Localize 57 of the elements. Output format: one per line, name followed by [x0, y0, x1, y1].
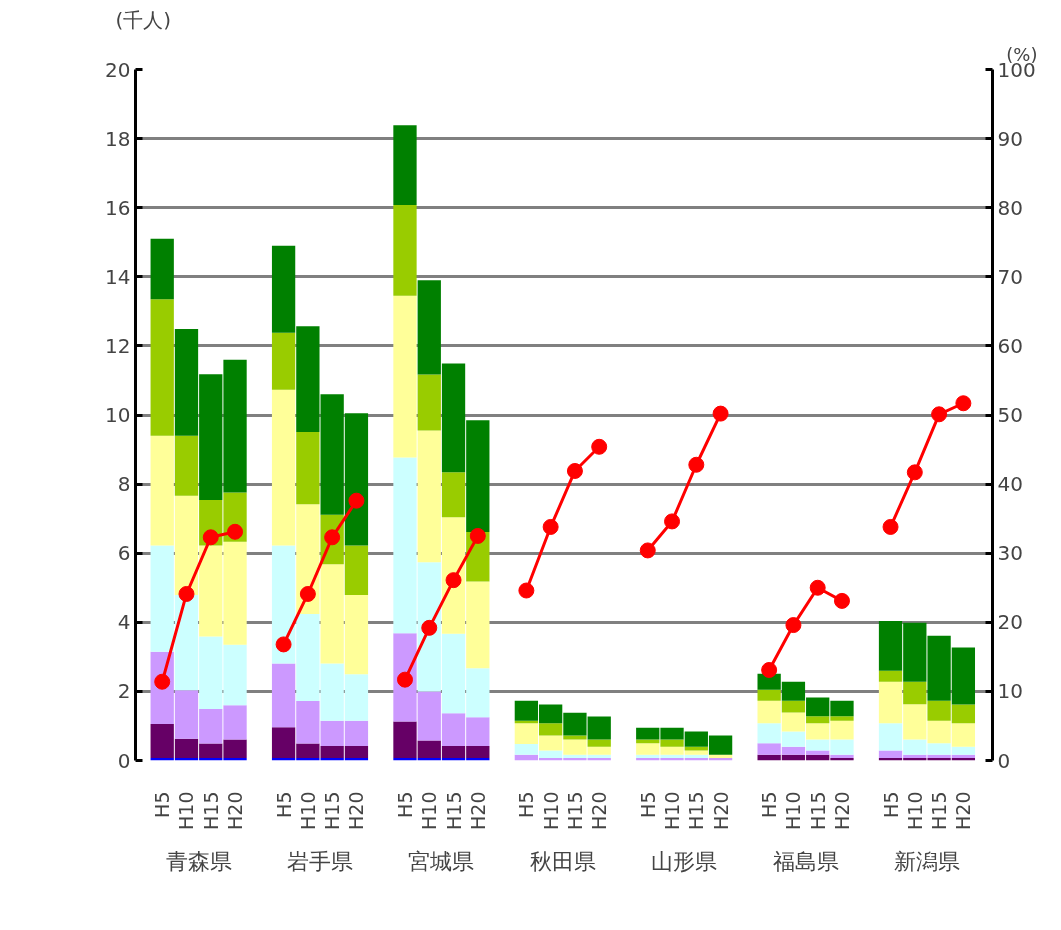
x-tick-label: H5 — [636, 791, 659, 818]
text: 山形県 — [651, 848, 718, 874]
y-tick-label: 10 — [105, 403, 131, 427]
x-tick-label: H15 — [806, 791, 829, 830]
x-tick-label: H20 — [588, 791, 611, 830]
x-tick-label: H10 — [903, 791, 926, 830]
y2-tick-label: 70 — [997, 264, 1023, 289]
x-tick-label: H5 — [879, 791, 902, 818]
y-tick-label: 16 — [105, 195, 131, 220]
y-tick-label: 12 — [105, 333, 131, 358]
x-tick-label: H15 — [563, 791, 586, 830]
x-tick-label: H10 — [539, 791, 562, 830]
x-tick-label: H20 — [952, 791, 975, 830]
text: 宮城県 — [408, 848, 475, 874]
x-tick-label: H10 — [661, 791, 684, 830]
y-tick-label: 0 — [117, 748, 131, 773]
y2-tick-label: 60 — [997, 333, 1023, 358]
x-tick-label: H20 — [345, 791, 368, 830]
y-tick-label: 6 — [117, 541, 131, 566]
y-tick-label: 18 — [105, 126, 131, 151]
x-tick-label: H10 — [175, 791, 198, 830]
x-tick-label: H15 — [321, 791, 344, 830]
x-tick-label: H20 — [224, 791, 247, 830]
text: 新潟県 — [893, 848, 960, 874]
x-tick-label: H20 — [830, 791, 853, 830]
x-tick-label: H10 — [296, 791, 319, 830]
x-tick-label: H5 — [393, 791, 416, 818]
y2-tick-label: 50 — [997, 403, 1023, 427]
x-tick-label: H20 — [709, 791, 732, 830]
text: 福島県 — [772, 848, 839, 874]
x-tick-label: H5 — [758, 791, 781, 818]
y-tick-label: 14 — [105, 264, 131, 289]
y2-tick-label: 90 — [997, 126, 1023, 151]
x-tick-label: H15 — [685, 791, 708, 830]
x-tick-label: H15 — [199, 791, 222, 830]
y2-tick-label: 0 — [997, 748, 1011, 773]
x-tick-label: H15 — [928, 791, 951, 830]
y2-tick-label: 40 — [997, 472, 1023, 497]
x-tick-label: H15 — [442, 791, 465, 830]
x-tick-label: H5 — [515, 791, 538, 818]
x-tick-label: H20 — [466, 791, 489, 830]
x-tick-label: H5 — [151, 791, 174, 818]
text: 秋田県 — [529, 848, 596, 874]
y2-tick-label: 80 — [997, 195, 1023, 220]
x-tick-label: H5 — [272, 791, 295, 818]
text: 青森県 — [165, 848, 232, 874]
y-axis-title: (千人) — [115, 7, 172, 32]
y-tick-label: 20 — [105, 57, 131, 82]
x-tick-label: H10 — [782, 791, 805, 830]
y-tick-label: 4 — [117, 610, 131, 635]
text: 岩手県 — [287, 848, 354, 874]
x-tick-label: H10 — [418, 791, 441, 830]
y2-tick-label: 30 — [997, 541, 1023, 566]
y-tick-label: 2 — [117, 679, 131, 704]
y2-tick-label: 20 — [997, 610, 1023, 635]
y-tick-label: 8 — [117, 472, 131, 497]
y2-tick-label: 10 — [997, 679, 1023, 704]
